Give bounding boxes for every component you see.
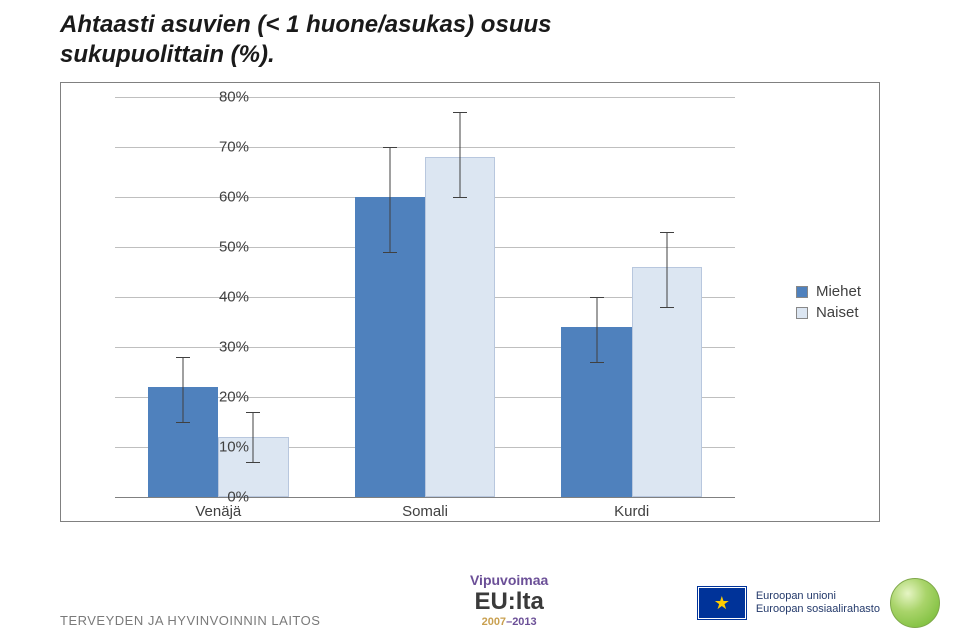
title-line-2: sukupuolittain (%). bbox=[60, 41, 275, 68]
y-axis-label: 20% bbox=[203, 389, 249, 406]
y-axis-label: 50% bbox=[203, 239, 249, 256]
y-axis-label: 30% bbox=[203, 339, 249, 356]
error-cap bbox=[383, 252, 397, 253]
error-cap bbox=[590, 297, 604, 298]
chart-title: Ahtaasti asuvien (< 1 huone/asukas) osuu… bbox=[60, 10, 551, 70]
footer-eu-line2: Euroopan sosiaalirahasto bbox=[756, 603, 880, 616]
bar bbox=[425, 157, 495, 497]
footer-right-text: Euroopan unioni Euroopan sosiaalirahasto bbox=[756, 590, 880, 616]
legend-swatch-miehet bbox=[796, 286, 808, 298]
error-bar bbox=[596, 297, 597, 362]
legend-swatch-naiset bbox=[796, 307, 808, 319]
error-bar bbox=[389, 147, 390, 252]
legend: Miehet Naiset bbox=[796, 279, 861, 325]
footer-left-org: TERVEYDEN JA HYVINVOINNIN LAITOS bbox=[60, 613, 320, 628]
green-leaf-icon bbox=[890, 578, 940, 628]
y-axis-label: 10% bbox=[203, 439, 249, 456]
footer-vipuvoimaa: Vipuvoimaa bbox=[470, 572, 548, 588]
y-axis-label: 40% bbox=[203, 289, 249, 306]
error-bar bbox=[460, 112, 461, 197]
error-bar bbox=[183, 357, 184, 422]
x-axis-label: Somali bbox=[402, 503, 448, 520]
title-line-1: Ahtaasti asuvien (< 1 huone/asukas) osuu… bbox=[60, 11, 551, 38]
error-cap bbox=[453, 112, 467, 113]
error-bar bbox=[253, 412, 254, 462]
footer-eu-line1: Euroopan unioni bbox=[756, 590, 880, 603]
error-cap bbox=[660, 307, 674, 308]
footer-years: 2007–2013 bbox=[470, 616, 548, 628]
footer-right: ★ Euroopan unioni Euroopan sosiaalirahas… bbox=[698, 578, 940, 628]
eu-flag-icon: ★ bbox=[698, 587, 746, 619]
legend-label-miehet: Miehet bbox=[816, 283, 861, 300]
x-axis-label: Kurdi bbox=[614, 503, 649, 520]
x-axis-label: Venäjä bbox=[195, 503, 241, 520]
legend-label-naiset: Naiset bbox=[816, 304, 859, 321]
chart-frame: Venäjä Somali Kurdi Miehet Naiset 0% 10% 20%… bbox=[60, 82, 880, 522]
legend-item-miehet: Miehet bbox=[796, 283, 861, 300]
footer-eulta: EU:lta bbox=[470, 588, 548, 616]
footer: TERVEYDEN JA HYVINVOINNIN LAITOS Vipuvoi… bbox=[60, 558, 940, 628]
y-axis-label: 70% bbox=[203, 139, 249, 156]
legend-item-naiset: Naiset bbox=[796, 304, 861, 321]
error-cap bbox=[590, 362, 604, 363]
error-cap bbox=[176, 357, 190, 358]
error-cap bbox=[453, 197, 467, 198]
y-axis-label: 0% bbox=[203, 489, 249, 506]
error-cap bbox=[246, 412, 260, 413]
error-bar bbox=[666, 232, 667, 307]
y-axis-label: 80% bbox=[203, 89, 249, 106]
y-axis-label: 60% bbox=[203, 189, 249, 206]
error-cap bbox=[176, 422, 190, 423]
error-cap bbox=[246, 462, 260, 463]
footer-center-logo: Vipuvoimaa EU:lta 2007–2013 bbox=[470, 572, 548, 628]
error-cap bbox=[660, 232, 674, 233]
error-cap bbox=[383, 147, 397, 148]
